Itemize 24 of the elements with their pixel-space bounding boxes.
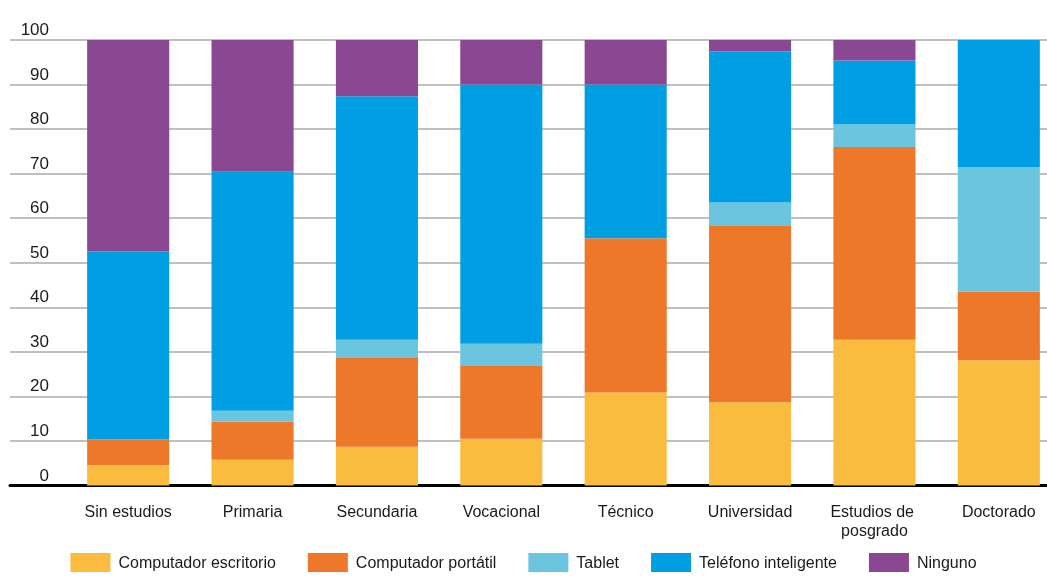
y-tick-label: 40 bbox=[30, 287, 49, 307]
x-tick-label: Sin estudios bbox=[84, 502, 172, 520]
x-tick-label: Primaria bbox=[222, 502, 283, 520]
x-tick-label: Estudios de posgrado bbox=[830, 502, 919, 539]
y-tick-label: 50 bbox=[30, 242, 49, 262]
y-tick-label: 30 bbox=[30, 331, 49, 351]
y-tick-label: 80 bbox=[30, 109, 49, 129]
y-tick-label: 10 bbox=[30, 420, 49, 440]
legend-label: Computador portátil bbox=[355, 554, 497, 571]
x-tick-label: Universidad bbox=[707, 502, 793, 520]
y-tick-label: 20 bbox=[30, 376, 49, 396]
y-tick-label: 100 bbox=[20, 20, 49, 39]
x-tick-label: Doctorado bbox=[961, 502, 1036, 520]
x-tick-label: Vocacional bbox=[462, 502, 541, 520]
legend-label: Computador escritorio bbox=[118, 554, 276, 571]
y-tick-label: 90 bbox=[30, 64, 49, 84]
legend-label: Tablet bbox=[576, 554, 620, 571]
legend-label: Teléfono inteligente bbox=[699, 554, 838, 571]
y-tick-label: 70 bbox=[30, 153, 49, 173]
x-tick-label: Secundaria bbox=[336, 502, 418, 520]
legend-label: Ninguno bbox=[916, 554, 977, 571]
x-tick-label: Técnico bbox=[597, 502, 654, 520]
y-tick-label: 60 bbox=[30, 198, 49, 218]
y-tick-label: 0 bbox=[39, 465, 49, 485]
